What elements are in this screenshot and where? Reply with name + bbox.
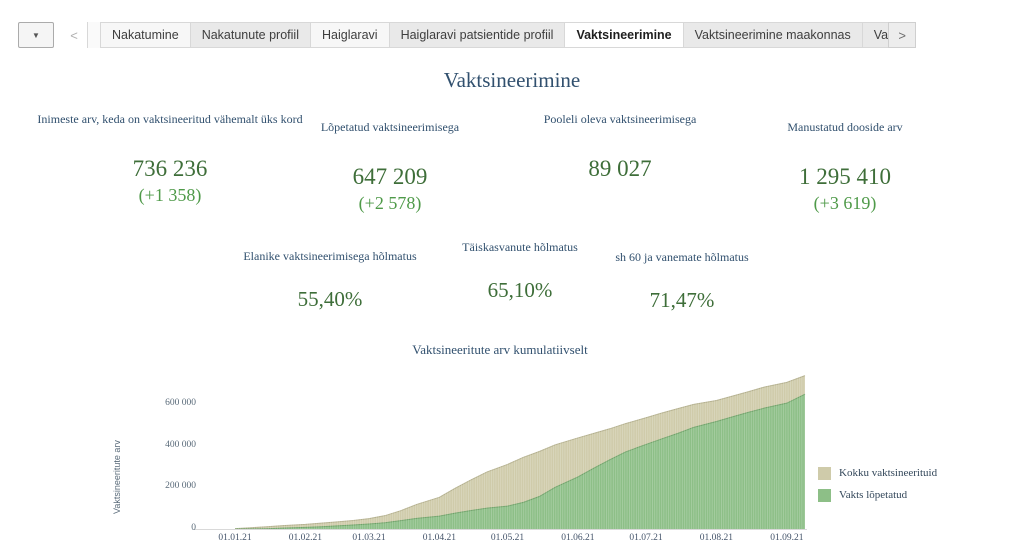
chart-legend: Kokku vaktsineerituid Vakts lõpetatud — [818, 462, 937, 506]
sheet-tab-label: Haiglaravi — [321, 28, 378, 42]
sheet-tab-label: Vaktsineerimine — [576, 28, 672, 42]
x-tick-label: 01.07.21 — [629, 533, 663, 543]
total-series-swatch-icon — [818, 466, 831, 480]
coverage-card: Täiskasvanute hõlmatus 65,10% — [420, 238, 620, 303]
sheet-tab[interactable]: Haiglaravi patsientide profiil — [388, 22, 566, 48]
sheet-tab-label: Nakatunute profiil — [201, 28, 299, 42]
page-title: Vaktsineerimine — [443, 68, 581, 92]
kpi-card: Pooleli oleva vaktsineerimisega 89 027 — [515, 108, 725, 207]
x-tick-label: 01.02.21 — [288, 533, 323, 543]
chevron-right-icon: > — [898, 27, 906, 43]
legend-label: Vakts lõpetatud — [839, 489, 908, 501]
y-axis-title: Vaktsineeritute arv — [112, 440, 122, 514]
kpi-label: Manustatud dooside arv — [787, 120, 903, 134]
completed-series-swatch-icon — [818, 488, 831, 502]
sheet-tab-label: Haiglaravi patsientide profiil — [400, 28, 554, 42]
kpi-label: Inimeste arv, keda on vaktsineeritud väh… — [37, 112, 303, 126]
coverage-value: 65,10% — [487, 278, 553, 302]
tab-bar: ▼ < Nakatumine Nakatunute profiil Haigla… — [18, 22, 917, 48]
chevron-left-icon: < — [70, 27, 78, 43]
kpi-card: Lõpetatud vaktsineerimisega 647 209 (+2 … — [285, 108, 495, 215]
kpi-card: Inimeste arv, keda on vaktsineeritud väh… — [30, 108, 310, 207]
x-tick-label: 01.04.21 — [422, 533, 456, 543]
kpi-label: Pooleli oleva vaktsineerimisega — [543, 112, 697, 126]
sheet-tab[interactable]: Nakatumine — [100, 22, 191, 48]
x-tick-label: 01.06.21 — [561, 533, 595, 543]
kpi-delta: (+1 358) — [138, 185, 202, 205]
sheet-tab-label: Va — [873, 28, 889, 42]
sheet-tab[interactable]: Va — [861, 22, 890, 48]
kpi-value: 736 236 — [132, 156, 208, 181]
chart-title: Vaktsineeritute arv kumulatiivselt — [412, 342, 588, 357]
tab-list-dropdown-button[interactable]: ▼ — [18, 22, 54, 48]
sheet-tab[interactable]: Vaktsineerimine maakonnas — [682, 22, 863, 48]
legend-item-total[interactable]: Kokku vaktsineerituid — [818, 462, 937, 484]
coverage-label: sh 60 ja vanemate hõlmatus — [615, 250, 749, 264]
coverage-value: 55,40% — [297, 287, 363, 311]
coverage-value: 71,47% — [649, 288, 715, 312]
sheet-tab[interactable]: Vaktsineerimine — [564, 22, 684, 48]
sheet-tab-label: Nakatumine — [112, 28, 179, 42]
x-tick-label: 01.01.21 — [218, 533, 252, 543]
coverage-card: Elanike vaktsineerimisega hõlmatus 55,40… — [230, 238, 430, 312]
kpi-delta — [515, 185, 725, 207]
tab-scroll-left-button[interactable]: < — [61, 22, 88, 48]
coverage-row: Elanike vaktsineerimisega hõlmatus 55,40… — [0, 238, 1024, 330]
kpi-delta: (+3 619) — [813, 193, 877, 213]
kpi-label: Lõpetatud vaktsineerimisega — [320, 120, 460, 134]
kpi-value: 1 295 410 — [799, 164, 891, 189]
legend-item-completed[interactable]: Vakts lõpetatud — [818, 484, 937, 506]
kpi-row: Inimeste arv, keda on vaktsineeritud väh… — [0, 108, 1024, 213]
cumulative-area-chart[interactable] — [215, 370, 807, 532]
tab-scroll-right-button[interactable]: > — [888, 22, 917, 48]
caret-down-icon: ▼ — [32, 30, 40, 40]
kpi-value: 647 209 — [352, 164, 428, 189]
y-tick-label: 0 — [191, 523, 196, 533]
y-tick-label: 600 000 — [165, 398, 196, 408]
sheet-tab[interactable]: Nakatunute profiil — [189, 22, 311, 48]
x-tick-label: 01.05.21 — [490, 533, 525, 543]
coverage-label: Täiskasvanute hõlmatus — [462, 240, 578, 254]
x-axis-line — [193, 529, 217, 530]
sheet-tab[interactable]: Haiglaravi — [309, 22, 390, 48]
kpi-delta: (+2 578) — [358, 193, 422, 213]
tab-strip: Nakatumine Nakatunute profiil Haiglaravi… — [100, 22, 890, 48]
y-tick-label: 400 000 — [165, 439, 196, 450]
legend-label: Kokku vaktsineerituid — [839, 467, 938, 479]
kpi-card: Manustatud dooside arv 1 295 410 (+3 619… — [732, 108, 958, 215]
kpi-value: 89 027 — [588, 156, 652, 181]
x-tick-label: 01.09.21 — [770, 533, 804, 543]
coverage-label: Elanike vaktsineerimisega hõlmatus — [243, 249, 417, 263]
x-tick-label: 01.03.21 — [352, 533, 386, 543]
sheet-tab-label: Vaktsineerimine maakonnas — [694, 28, 851, 42]
y-tick-label: 200 000 — [165, 481, 196, 492]
coverage-card: sh 60 ja vanemate hõlmatus 71,47% — [582, 238, 782, 313]
x-tick-label: 01.08.21 — [699, 533, 734, 543]
